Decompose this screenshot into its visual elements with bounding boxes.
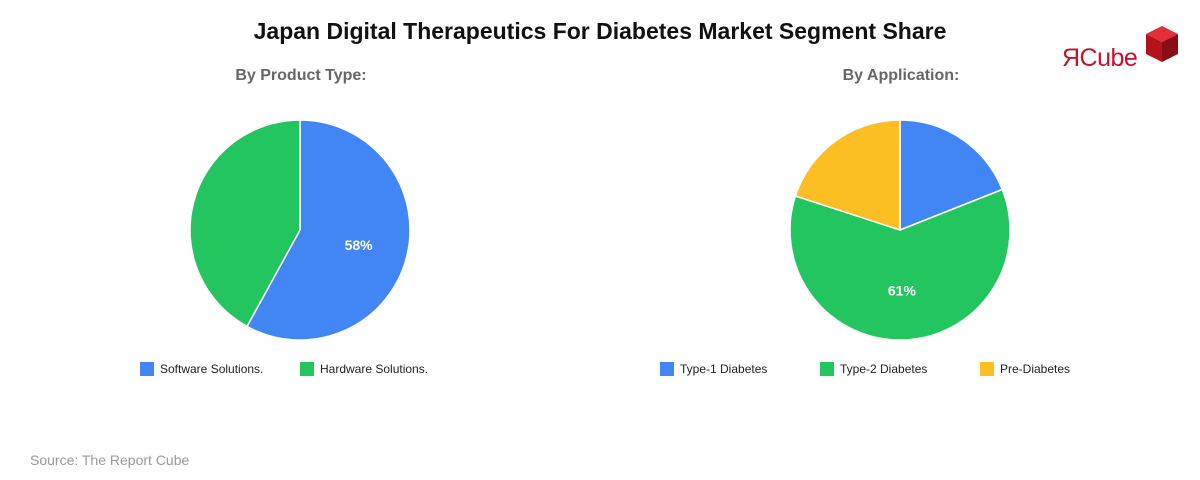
legend-swatch xyxy=(660,362,674,376)
legend-label: Hardware Solutions. xyxy=(320,362,429,376)
pie-slice-software-solutions[interactable] xyxy=(245,119,411,341)
cube-icon xyxy=(1146,26,1178,62)
legend-swatch xyxy=(140,362,154,376)
legend-label: Software Solutions. xyxy=(160,362,264,376)
legend-label: Type-2 Diabetes xyxy=(840,362,928,376)
legend-swatch xyxy=(300,362,314,376)
legend-swatch xyxy=(820,362,834,376)
application-chart-title: By Application: xyxy=(842,67,960,84)
pie-slice-type-2-diabetes[interactable] xyxy=(789,188,1011,341)
legend-label: Type-1 Diabetes xyxy=(680,362,768,376)
legend-swatch xyxy=(980,362,994,376)
pie-slice-type-1-diabetes[interactable] xyxy=(899,119,1004,232)
chart-main-title: Japan Digital Therapeutics For Diabetes … xyxy=(253,18,947,44)
application-pie-chart: 61% xyxy=(789,119,1011,341)
pie-slice-hardware-solutions[interactable] xyxy=(189,119,301,328)
pie-data-label: 58% xyxy=(345,237,374,253)
pie-slice-pre-diabetes[interactable] xyxy=(794,119,901,232)
product-type-chart-title: By Product Type: xyxy=(235,67,367,84)
product-type-legend: Software Solutions. Hardware Solutions. xyxy=(140,361,540,379)
company-logo: ЯCube xyxy=(1060,24,1185,84)
legend-label: Pre-Diabetes xyxy=(1000,362,1071,376)
application-legend: Type-1 Diabetes Type-2 Diabetes Pre-Diab… xyxy=(660,361,1140,379)
logo-text: ЯCube xyxy=(1062,44,1138,72)
source-note: Source: The Report Cube xyxy=(30,452,190,468)
product-type-pie-chart: 58% xyxy=(189,119,411,341)
pie-data-label: 61% xyxy=(888,282,917,298)
